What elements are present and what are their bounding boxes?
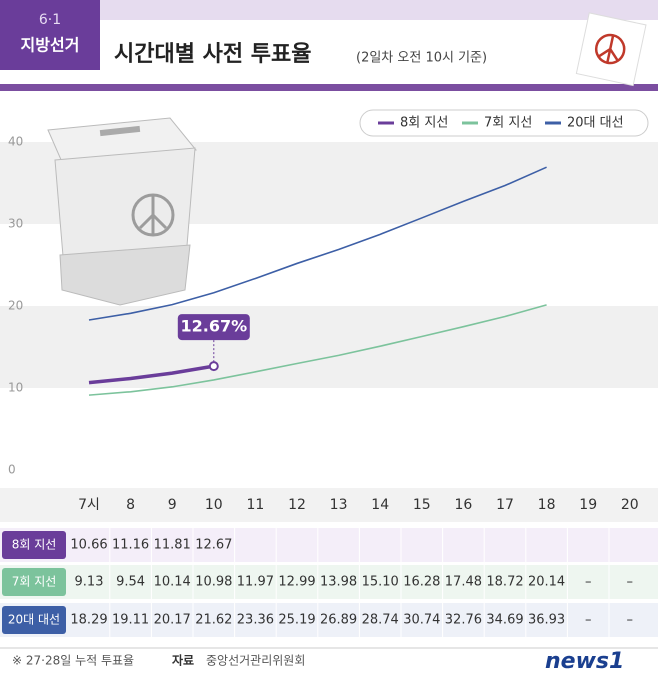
header-rule: [0, 84, 658, 91]
cell-value: 18.72: [486, 575, 523, 590]
cell-value: 32.76: [445, 613, 482, 628]
source-label: 자료: [172, 653, 194, 668]
x-tick-label: 9: [168, 497, 177, 513]
annotation-box: [177, 314, 250, 341]
cell-value: 23.36: [237, 613, 274, 628]
cell-value: 11.81: [154, 538, 191, 553]
cell-value: 16.28: [403, 575, 440, 590]
annotation: 12.67%: [180, 317, 247, 336]
badge: [0, 0, 100, 70]
cell-value: 10.98: [195, 575, 232, 590]
x-tick-label: 19: [579, 497, 597, 513]
y-tick-label: 20: [8, 299, 23, 313]
cell-value: 12.99: [278, 575, 315, 590]
badge-bottom: 지방선거: [21, 36, 80, 55]
header-band: [0, 0, 658, 20]
cell-value: 20.14: [528, 575, 565, 590]
cell-value: –: [627, 613, 634, 628]
point: [208, 361, 219, 372]
row-header: [2, 606, 66, 634]
legend-box: [359, 109, 649, 137]
y-tick-label: 40: [8, 135, 23, 149]
cell-value: 15.10: [362, 575, 399, 590]
x-tick-label: 14: [371, 497, 389, 513]
y-tick-label: 30: [8, 217, 23, 231]
x-tick-label: 8: [126, 497, 135, 513]
cell-value: 25.19: [278, 613, 315, 628]
cell-value: 18.29: [70, 613, 107, 628]
source: 중앙선거관리위원회: [206, 654, 305, 668]
logo: news1: [545, 649, 624, 674]
legend-label: 7회 지선: [484, 116, 532, 131]
x-tick-label: 20: [621, 497, 639, 513]
cell-value: 9.13: [75, 575, 104, 590]
y-tick-label: 10: [8, 381, 23, 395]
row-header-label: 20대 대선: [8, 613, 60, 627]
cell-value: 11.16: [112, 538, 149, 553]
x-tick-label: 15: [413, 497, 431, 513]
cell-value: 11.97: [237, 575, 274, 590]
table-header: [0, 488, 658, 522]
stamp: [575, 12, 647, 87]
cell-value: 36.93: [528, 613, 565, 628]
series-line: [88, 364, 215, 385]
x-tick-label: 11: [246, 497, 264, 513]
header-bg: [100, 20, 658, 90]
x-tick-label: 13: [330, 497, 348, 513]
cell-value: 19.11: [112, 613, 149, 628]
cell-value: 9.54: [116, 575, 145, 590]
row-header-label: 8회 지선: [12, 538, 57, 552]
cell-value: –: [585, 613, 592, 628]
cell-value: 21.62: [195, 613, 232, 628]
cell-value: 20.17: [154, 613, 191, 628]
series-line: [88, 166, 547, 321]
row-header: [2, 568, 66, 596]
cell-value: 10.66: [70, 538, 107, 553]
cell-value: –: [585, 575, 592, 590]
cell-value: 26.89: [320, 613, 357, 628]
cell-value: 13.98: [320, 575, 357, 590]
series-line: [88, 304, 547, 396]
legend-label: 20대 대선: [567, 116, 624, 131]
chart-subtitle: (2일차 오전 10시 기준): [356, 51, 487, 66]
row-header: [2, 531, 66, 559]
chart-title: 시간대별 사전 투표율: [114, 42, 311, 67]
cell-value: 30.74: [403, 613, 440, 628]
x-tick-label: 12: [288, 497, 306, 513]
ballot-box: [47, 117, 197, 306]
legend-label: 8회 지선: [400, 116, 448, 131]
cell-value: –: [627, 575, 634, 590]
cell-value: 12.67: [195, 538, 232, 553]
y-tick-label: 0: [8, 463, 16, 477]
cell-value: 28.74: [362, 613, 399, 628]
x-tick-label: 18: [538, 497, 556, 513]
footnote: ※ 27·28일 누적 투표율: [12, 654, 134, 668]
cell-value: 10.14: [154, 575, 191, 590]
x-tick-label: 10: [205, 497, 223, 513]
x-tick-label: 16: [454, 497, 472, 513]
badge-top: 6·1: [39, 12, 61, 28]
x-tick-label: 7시: [78, 497, 100, 513]
cell-value: 34.69: [486, 613, 523, 628]
cell-value: 17.48: [445, 575, 482, 590]
row-header-label: 7회 지선: [12, 575, 57, 589]
grid-band: [0, 306, 658, 388]
x-tick-label: 17: [496, 497, 514, 513]
